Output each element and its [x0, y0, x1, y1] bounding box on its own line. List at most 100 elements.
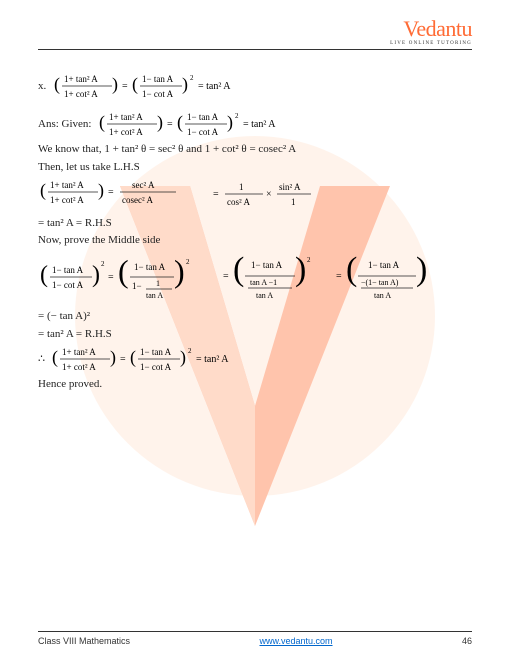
problem-equation: ( 1+ tan² A 1+ cot² A ) = ( 1− tan A 1− … — [50, 70, 250, 102]
svg-text:= tan² A: = tan² A — [243, 119, 276, 130]
svg-text:1− cot A: 1− cot A — [140, 362, 172, 372]
svg-text:=: = — [336, 271, 342, 282]
svg-text:(: ( — [40, 262, 48, 288]
svg-text:(: ( — [177, 112, 183, 133]
svg-text:tan A: tan A — [256, 291, 273, 300]
mid-step1: ( 1− tan A 1− cot A ) 2 = ( 1− tan A 1− … — [38, 252, 218, 302]
svg-text:= tan² A: = tan² A — [196, 354, 229, 365]
svg-text:(: ( — [40, 180, 46, 201]
svg-text:(: ( — [52, 347, 58, 368]
svg-text:): ) — [110, 347, 116, 368]
svg-text:): ) — [112, 74, 118, 95]
lhs-step2: = 1 cos² A × sin² A 1 — [211, 180, 331, 208]
svg-text:2: 2 — [307, 256, 311, 264]
svg-text:1: 1 — [156, 279, 160, 288]
svg-text:1+ tan² A: 1+ tan² A — [62, 347, 96, 357]
svg-text:2: 2 — [235, 112, 239, 120]
mid-step2: = ( 1− tan A tan A −1 tan A ) 2 — [221, 250, 331, 302]
svg-text:): ) — [98, 180, 104, 201]
svg-text:): ) — [295, 251, 306, 288]
svg-text:=: = — [120, 354, 126, 365]
svg-text:1: 1 — [291, 197, 296, 207]
conclusion-equation: ( 1+ tan² A 1+ cot² A ) = ( 1− tan A 1− … — [48, 343, 248, 375]
svg-text:tan A: tan A — [374, 291, 391, 300]
svg-text:): ) — [180, 347, 186, 368]
ans-label: Ans: Given: — [38, 116, 91, 133]
svg-text:1+ tan² A: 1+ tan² A — [50, 180, 84, 190]
svg-text:2: 2 — [101, 260, 105, 268]
svg-text:(: ( — [118, 253, 129, 289]
svg-text:): ) — [92, 262, 100, 288]
svg-text:1− cot A: 1− cot A — [187, 127, 219, 137]
svg-text:cos² A: cos² A — [227, 197, 250, 207]
svg-text:=: = — [108, 187, 114, 198]
footer-divider — [38, 631, 472, 632]
svg-text:1− tan A: 1− tan A — [368, 260, 400, 270]
svg-text:(: ( — [132, 74, 138, 95]
identity-line: We know that, 1 + tan² θ = sec² θ and 1 … — [38, 141, 472, 158]
svg-text:=: = — [108, 272, 114, 283]
problem-label: x. — [38, 78, 46, 95]
svg-text:sec² A: sec² A — [132, 180, 155, 190]
svg-text:=: = — [167, 119, 173, 130]
svg-text:1+ tan² A: 1+ tan² A — [64, 74, 98, 84]
lhs-step1: ( 1+ tan² A 1+ cot² A ) = sec² A cosec² … — [38, 176, 208, 208]
then-line: Then, let us take L.H.S — [38, 159, 472, 176]
svg-text:1+ cot² A: 1+ cot² A — [64, 89, 98, 99]
svg-text:1− tan A: 1− tan A — [187, 112, 219, 122]
svg-text:1− tan A: 1− tan A — [142, 74, 174, 84]
svg-text:1+ tan² A: 1+ tan² A — [109, 112, 143, 122]
footer-class: Class VIII Mathematics — [38, 636, 130, 646]
svg-text:): ) — [416, 251, 427, 288]
svg-text:=: = — [223, 271, 229, 282]
therefore-symbol: ∴ — [38, 351, 45, 368]
header-divider — [38, 49, 472, 50]
footer-page-number: 46 — [462, 636, 472, 646]
logo-subtitle: LIVE ONLINE TUTORING — [390, 41, 472, 46]
svg-text:2: 2 — [186, 258, 190, 266]
svg-text:2: 2 — [188, 347, 192, 355]
svg-text:1+ cot² A: 1+ cot² A — [50, 195, 84, 205]
svg-text:1− tan A: 1− tan A — [140, 347, 172, 357]
svg-text:(: ( — [54, 74, 60, 95]
footer: Class VIII Mathematics www.vedantu.com 4… — [38, 631, 472, 646]
svg-text:1: 1 — [239, 182, 244, 192]
svg-text:): ) — [174, 253, 185, 289]
hence-proved: Hence proved. — [38, 376, 472, 393]
svg-text:1− tan A: 1− tan A — [52, 265, 84, 275]
svg-text:1− tan A: 1− tan A — [251, 260, 283, 270]
conclusion-line: ∴ ( 1+ tan² A 1+ cot² A ) = ( 1− tan A 1… — [38, 343, 472, 375]
svg-text:= tan² A: = tan² A — [198, 81, 231, 92]
svg-text:sin² A: sin² A — [279, 182, 301, 192]
svg-text:1−: 1− — [132, 281, 142, 291]
svg-text:1− tan A: 1− tan A — [134, 262, 166, 272]
footer-link[interactable]: www.vedantu.com — [259, 636, 332, 646]
svg-text:): ) — [182, 74, 188, 95]
svg-text:(: ( — [346, 251, 357, 288]
problem-statement: x. ( 1+ tan² A 1+ cot² A ) = ( 1− tan A … — [38, 70, 472, 102]
svg-text:1+ cot² A: 1+ cot² A — [109, 127, 143, 137]
mid-step3: = ( 1− tan A −(1− tan A) tan A ) — [334, 250, 444, 302]
svg-text:2: 2 — [190, 74, 194, 82]
logo: Vedantu LIVE ONLINE TUTORING — [390, 18, 472, 46]
svg-text:=: = — [213, 189, 219, 200]
svg-text:tan A −1: tan A −1 — [250, 278, 277, 287]
content-body: x. ( 1+ tan² A 1+ cot² A ) = ( 1− tan A … — [38, 70, 472, 393]
svg-text:1− cot A: 1− cot A — [142, 89, 174, 99]
svg-text:−(1− tan A): −(1− tan A) — [361, 278, 399, 287]
svg-text:=: = — [122, 81, 128, 92]
logo-text: Vedantu — [390, 18, 472, 40]
lhs-step3: = tan² A = R.H.S — [38, 215, 472, 232]
svg-text:): ) — [157, 112, 163, 133]
svg-text:): ) — [227, 112, 233, 133]
svg-text:(: ( — [233, 251, 244, 288]
svg-text:(: ( — [99, 112, 105, 133]
svg-text:tan A: tan A — [146, 291, 163, 300]
page: Vedantu LIVE ONLINE TUTORING x. ( 1+ tan… — [0, 0, 510, 660]
svg-text:cosec² A: cosec² A — [122, 195, 153, 205]
svg-text:1− cot A: 1− cot A — [52, 280, 84, 290]
given-equation: ( 1+ tan² A 1+ cot² A ) = ( 1− tan A 1− … — [95, 108, 295, 140]
svg-text:(: ( — [130, 347, 136, 368]
mid-step5: = tan² A = R.H.S — [38, 326, 472, 343]
middle-prove: Now, prove the Middle side — [38, 232, 472, 249]
